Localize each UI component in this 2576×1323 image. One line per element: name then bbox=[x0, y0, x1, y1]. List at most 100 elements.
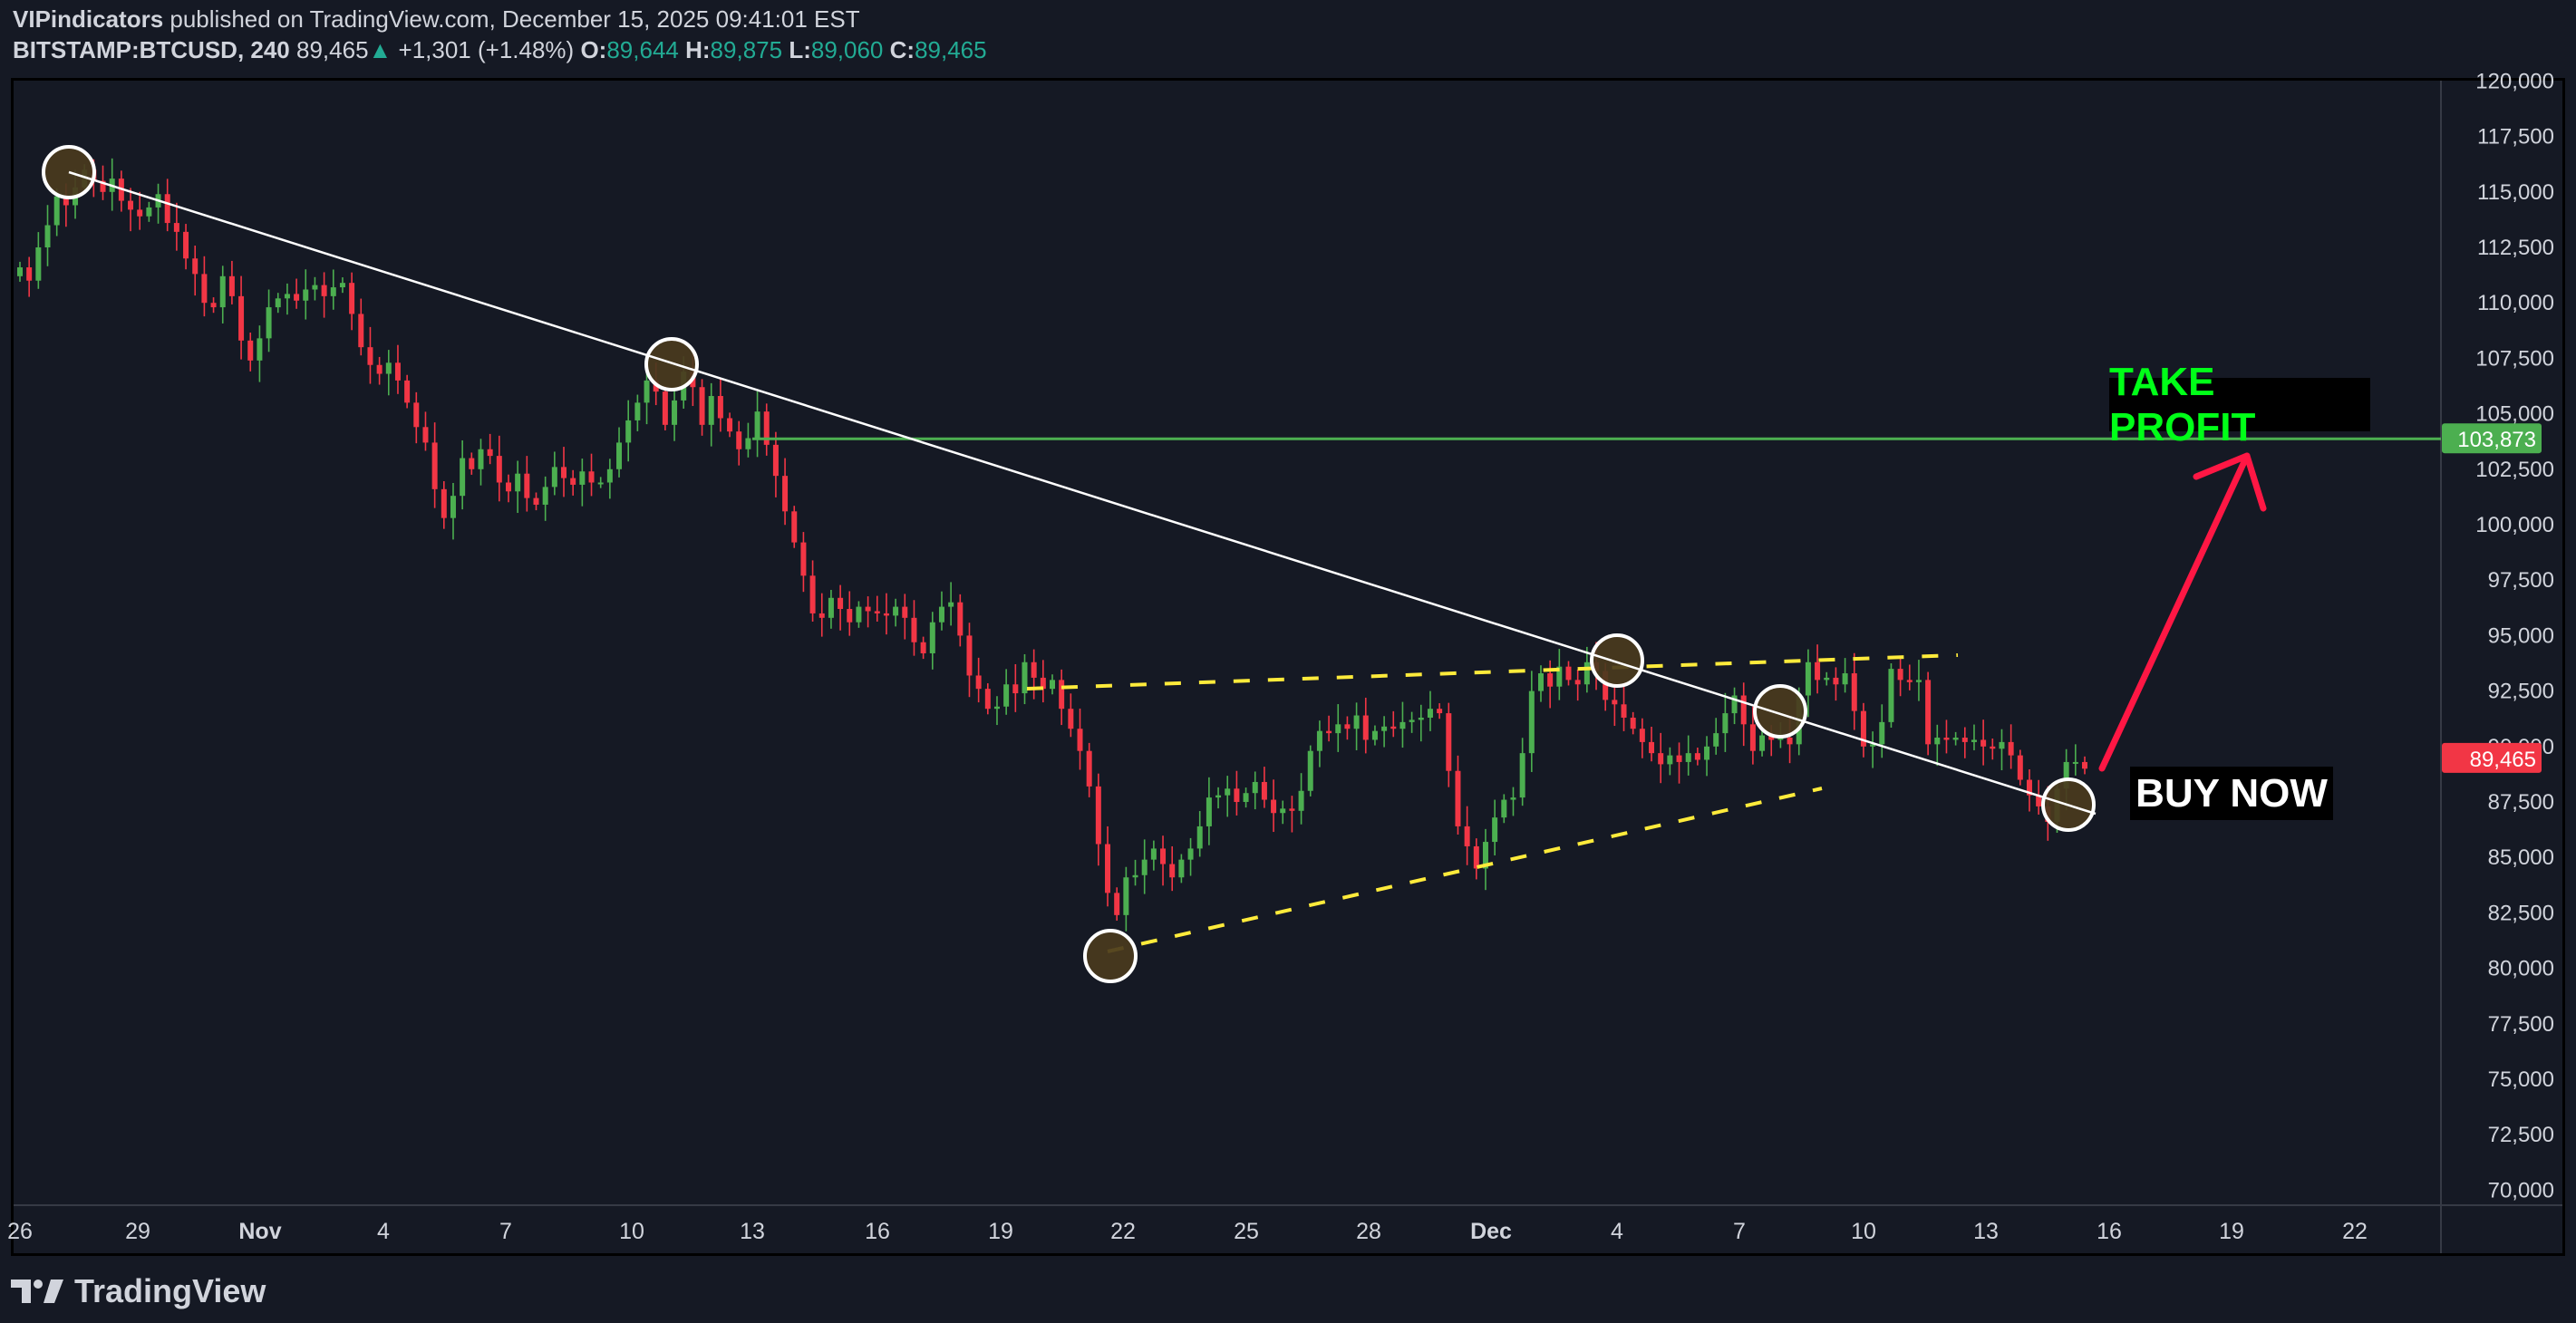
candle-body bbox=[865, 606, 871, 612]
candle-body bbox=[450, 496, 456, 518]
candle-body bbox=[2063, 761, 2069, 789]
tradingview-logo[interactable]: TradingView bbox=[11, 1272, 266, 1310]
candle-body bbox=[413, 402, 420, 428]
wedge-lower-dashed-line[interactable] bbox=[1107, 787, 1823, 953]
candle-body bbox=[1261, 781, 1267, 800]
price-tick: 82,500 bbox=[2488, 901, 2554, 925]
candle-body bbox=[266, 307, 272, 339]
candle-body bbox=[644, 380, 650, 403]
candle-body bbox=[1603, 671, 1609, 700]
candle-body bbox=[984, 689, 991, 710]
candle-body bbox=[487, 449, 493, 457]
chart-axes: 120,000 117,500 115,000 112,500 110,000 107,5… bbox=[7, 69, 2562, 1253]
candle-body bbox=[1418, 717, 1424, 720]
candle-body bbox=[1574, 680, 1581, 685]
time-tick: 4 bbox=[377, 1219, 390, 1244]
candle-body bbox=[1316, 730, 1322, 751]
candle-body bbox=[966, 635, 973, 676]
candle-body bbox=[515, 473, 521, 492]
buy-now-label[interactable]: BUY NOW bbox=[2130, 767, 2333, 820]
candle-body bbox=[672, 400, 678, 425]
candle-body bbox=[441, 488, 447, 518]
candle-body bbox=[551, 467, 557, 488]
time-tick: Nov bbox=[238, 1219, 281, 1244]
candle-body bbox=[1095, 786, 1101, 845]
candle-body bbox=[588, 471, 595, 483]
arrow-up-icon[interactable] bbox=[2098, 452, 2251, 772]
highlight-circle[interactable] bbox=[1083, 929, 1138, 983]
candle-body bbox=[404, 380, 411, 403]
candle-body bbox=[1537, 673, 1544, 691]
highlight-circle[interactable] bbox=[1590, 633, 1644, 688]
candle-body bbox=[1787, 738, 1793, 745]
candle-body bbox=[606, 468, 613, 483]
candle-body bbox=[1658, 753, 1664, 765]
time-tick: 16 bbox=[865, 1219, 890, 1244]
candle-body bbox=[1694, 753, 1700, 760]
candle-body bbox=[275, 298, 281, 308]
candle-body bbox=[164, 194, 170, 224]
candle-body bbox=[856, 606, 862, 623]
take-profit-label[interactable]: TAKE PROFIT bbox=[2109, 360, 2370, 449]
candle-body bbox=[201, 274, 208, 304]
open-value: 89,644 bbox=[606, 36, 679, 63]
candle-body bbox=[1971, 739, 1977, 742]
candle-body bbox=[1187, 848, 1194, 860]
candle-body bbox=[772, 444, 779, 477]
candle-body bbox=[210, 303, 217, 308]
candle-body bbox=[367, 347, 373, 365]
candle-body bbox=[634, 402, 641, 420]
descending-trendline[interactable] bbox=[68, 170, 2097, 816]
high-value: 89,875 bbox=[710, 36, 783, 63]
candle-body bbox=[938, 606, 944, 623]
candle-body bbox=[1824, 677, 1830, 681]
candle-body bbox=[625, 420, 632, 443]
time-tick: 10 bbox=[1851, 1219, 1876, 1244]
publish-text: published on TradingView.com, December 1… bbox=[163, 5, 860, 33]
candle-body bbox=[1704, 746, 1710, 760]
highlight-circle[interactable] bbox=[1753, 684, 1807, 739]
chart-frame[interactable] bbox=[11, 78, 2565, 1256]
candle-body bbox=[524, 473, 530, 498]
highlight-circle[interactable] bbox=[644, 337, 699, 391]
price-tag-value: 89,465 bbox=[2470, 748, 2536, 772]
chart-drawings[interactable] bbox=[42, 145, 2441, 983]
candle-body bbox=[1473, 845, 1479, 869]
price-tick: 115,000 bbox=[2477, 180, 2554, 205]
candle-body bbox=[1519, 753, 1525, 798]
symbol-label[interactable]: BITSTAMP:BTCUSD, 240 bbox=[13, 36, 290, 63]
candle-body bbox=[616, 442, 623, 469]
candle-body bbox=[1722, 713, 1729, 734]
candle-body bbox=[238, 295, 245, 341]
price-tick: 85,000 bbox=[2488, 845, 2554, 870]
candle-body bbox=[1556, 666, 1563, 687]
candle-body bbox=[1353, 715, 1360, 729]
candle-body bbox=[782, 476, 789, 512]
candle-body bbox=[1777, 738, 1784, 740]
candle-body bbox=[1731, 695, 1738, 714]
arrow-head-icon[interactable] bbox=[2193, 452, 2267, 512]
candle-body bbox=[284, 294, 290, 299]
time-tick: 16 bbox=[2097, 1219, 2122, 1244]
candle-body bbox=[745, 438, 751, 449]
author-name[interactable]: VIPindicators bbox=[13, 5, 164, 33]
open-label: O: bbox=[580, 36, 607, 63]
candle-body bbox=[1280, 808, 1286, 814]
candle-body bbox=[1225, 788, 1231, 796]
legend-row: BITSTAMP:BTCUSD, 240 89,465▲ +1,301 (+1.… bbox=[13, 36, 987, 64]
candle-body bbox=[1206, 797, 1212, 826]
candle-body bbox=[1713, 733, 1719, 747]
candle-body bbox=[1860, 710, 1866, 747]
candle-body bbox=[828, 597, 834, 618]
candle-body bbox=[570, 478, 576, 485]
candle-body bbox=[294, 294, 300, 301]
candle-body bbox=[1649, 741, 1655, 754]
candle-body bbox=[662, 391, 668, 425]
candle-body bbox=[883, 613, 889, 616]
candle-body bbox=[800, 542, 807, 576]
price-tick: 87,500 bbox=[2488, 790, 2554, 815]
candle-body bbox=[460, 458, 466, 497]
candle-body bbox=[1215, 795, 1222, 798]
low-label: L: bbox=[789, 36, 811, 63]
